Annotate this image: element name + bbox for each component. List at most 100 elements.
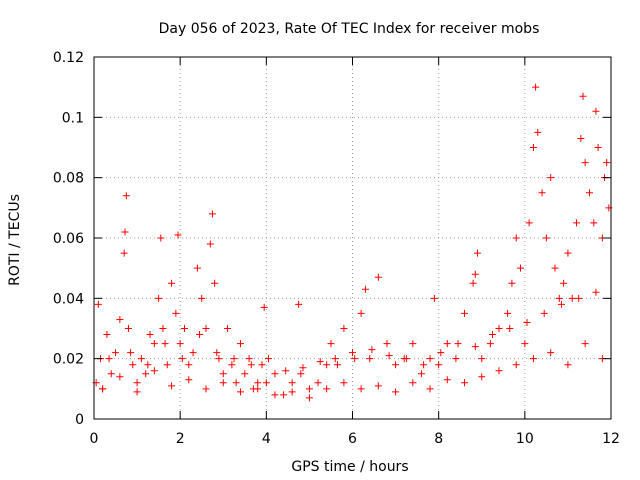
data-point xyxy=(557,300,565,308)
data-point xyxy=(426,355,434,363)
x-tick-label: 4 xyxy=(262,431,271,447)
data-point xyxy=(443,340,451,348)
data-point xyxy=(202,385,210,393)
data-point xyxy=(592,288,600,296)
data-point xyxy=(461,309,469,317)
data-point xyxy=(512,361,520,369)
data-point xyxy=(517,264,525,272)
data-point xyxy=(157,234,165,242)
data-point xyxy=(323,385,331,393)
axes: 0 2 4 6 8 10 12 0 0.02 0.04 0.06 0.08 0.1 0.12 xyxy=(53,50,620,447)
data-point xyxy=(478,373,486,381)
data-point xyxy=(193,264,201,272)
data-point xyxy=(506,325,514,332)
data-point xyxy=(146,331,154,339)
data-point xyxy=(489,331,497,339)
data-point xyxy=(280,391,288,399)
data-point xyxy=(575,294,583,302)
data-point xyxy=(168,279,176,287)
data-point xyxy=(127,349,135,357)
data-point xyxy=(258,361,266,369)
data-point xyxy=(211,279,219,287)
data-point xyxy=(349,349,356,357)
data-point xyxy=(430,294,438,302)
data-point xyxy=(452,355,460,363)
data-point xyxy=(172,309,180,317)
data-point xyxy=(392,388,400,396)
data-point xyxy=(564,361,572,369)
data-point xyxy=(224,325,232,332)
data-point xyxy=(105,355,113,363)
data-point xyxy=(495,325,503,332)
data-point xyxy=(215,355,223,363)
y-tick-label: 0.06 xyxy=(53,231,84,247)
data-point xyxy=(435,361,443,369)
data-point xyxy=(129,361,137,369)
data-point xyxy=(374,273,382,281)
data-point xyxy=(573,219,581,227)
data-point xyxy=(241,370,249,378)
data-point xyxy=(331,355,339,363)
data-point xyxy=(551,264,559,272)
data-point xyxy=(454,340,462,348)
data-point xyxy=(426,385,434,393)
data-point xyxy=(122,192,130,200)
data-point xyxy=(547,174,555,182)
data-point xyxy=(103,331,111,339)
data-point xyxy=(121,228,129,236)
data-point xyxy=(219,370,227,378)
data-point xyxy=(155,294,163,302)
data-point xyxy=(385,352,393,360)
data-point xyxy=(262,379,270,387)
data-point xyxy=(340,325,348,332)
data-point xyxy=(366,355,374,363)
data-point xyxy=(161,340,169,348)
data-point xyxy=(508,279,516,287)
y-tick-label: 0.04 xyxy=(53,291,84,307)
data-point xyxy=(525,219,533,227)
data-point xyxy=(529,144,537,151)
data-point xyxy=(124,325,132,332)
data-point xyxy=(523,318,531,326)
data-point xyxy=(585,189,593,197)
data-point xyxy=(351,355,359,363)
data-point xyxy=(327,340,335,348)
data-point xyxy=(579,92,587,100)
data-point xyxy=(581,159,589,167)
data-points xyxy=(92,83,613,402)
data-point xyxy=(176,340,184,348)
data-point xyxy=(282,367,290,375)
data-point xyxy=(581,340,589,348)
data-point xyxy=(236,388,244,396)
data-point xyxy=(180,325,188,332)
data-point xyxy=(133,379,141,387)
y-tick-label: 0.12 xyxy=(53,50,84,66)
data-point xyxy=(420,361,428,369)
data-point xyxy=(94,300,102,308)
data-point xyxy=(316,358,324,366)
data-point xyxy=(577,134,585,142)
data-point xyxy=(271,370,279,378)
data-point xyxy=(471,270,479,278)
data-point xyxy=(323,361,331,369)
data-point xyxy=(547,349,555,357)
data-point xyxy=(159,325,167,332)
data-point xyxy=(213,349,221,357)
data-point xyxy=(486,340,494,348)
data-point xyxy=(461,379,469,387)
chart-title: Day 056 of 2023, Rate Of TEC Index for r… xyxy=(159,21,540,37)
data-point xyxy=(603,159,611,167)
y-tick-label: 0.1 xyxy=(62,110,84,126)
data-point xyxy=(288,388,296,396)
data-point xyxy=(107,370,115,378)
data-point xyxy=(564,249,572,257)
data-point xyxy=(357,385,365,393)
data-point xyxy=(168,382,176,390)
data-point xyxy=(202,325,210,332)
data-point xyxy=(555,294,563,302)
data-point xyxy=(529,355,537,363)
data-point xyxy=(228,361,236,369)
x-tick-label: 8 xyxy=(434,431,443,447)
data-point xyxy=(163,361,171,369)
data-point xyxy=(245,355,253,363)
